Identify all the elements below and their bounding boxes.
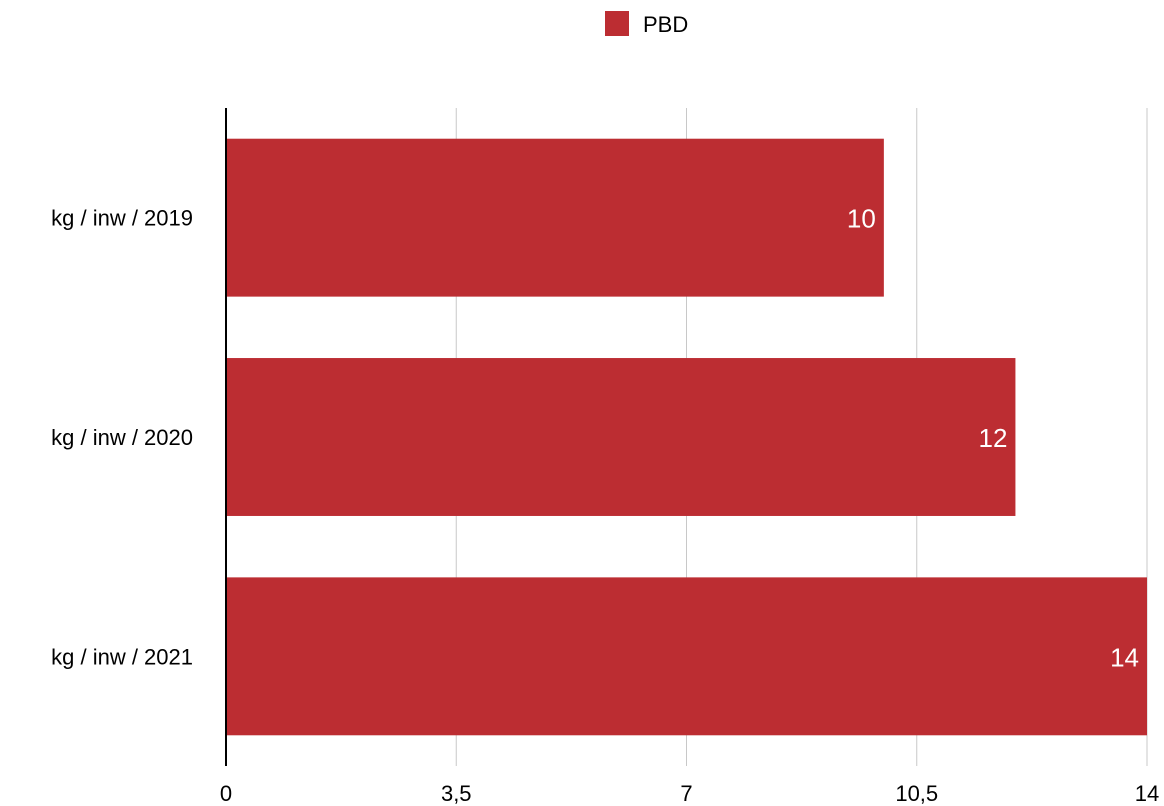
bar xyxy=(226,577,1147,736)
x-tick-label: 3,5 xyxy=(441,781,472,806)
category-label: kg / inw / 2019 xyxy=(51,206,193,231)
bars xyxy=(226,138,1147,736)
bar xyxy=(226,358,1016,516)
x-tick-label: 14 xyxy=(1135,781,1159,806)
x-tick-label: 0 xyxy=(220,781,232,806)
data-label: 10 xyxy=(847,204,876,234)
category-label: kg / inw / 2021 xyxy=(51,644,193,669)
x-tick-label: 10,5 xyxy=(895,781,938,806)
x-tick-labels: 0 3,5 7 10,5 14 xyxy=(220,781,1159,806)
data-label: 12 xyxy=(979,423,1008,453)
legend: PBD xyxy=(605,11,688,37)
bar xyxy=(226,138,884,297)
legend-swatch xyxy=(605,11,629,36)
data-label: 14 xyxy=(1110,642,1139,672)
category-label: kg / inw / 2020 xyxy=(51,425,193,450)
data-labels: 10 12 14 xyxy=(847,204,1139,673)
x-tick-label: 7 xyxy=(680,781,692,806)
category-labels: kg / inw / 2019 kg / inw / 2020 kg / inw /… xyxy=(51,206,193,670)
legend-label: PBD xyxy=(643,12,688,37)
